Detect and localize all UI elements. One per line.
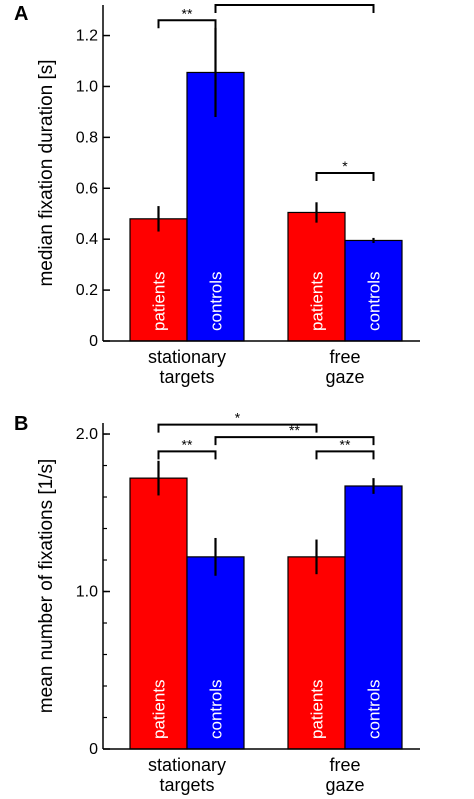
y-tick-label: 1.0 <box>76 584 98 601</box>
bar-label-controls: controls <box>207 679 226 739</box>
category-label: stationary <box>148 347 226 367</box>
significance-bracket <box>214 4 375 13</box>
significance-label: ** <box>289 0 300 6</box>
y-tick-label: 0 <box>89 741 98 758</box>
y-tick-label: 0.6 <box>76 180 98 197</box>
category-label: free <box>329 755 360 775</box>
bar-patients <box>287 556 346 750</box>
y-tick-label: 1.2 <box>76 28 98 45</box>
category-label: targets <box>159 775 214 795</box>
bar-label-controls: controls <box>207 271 226 331</box>
y-tick-label: 0 <box>89 333 98 350</box>
significance-bracket <box>157 423 318 433</box>
category-label: targets <box>159 367 214 387</box>
bar-label-patients: patients <box>308 271 327 331</box>
y-tick-label: 1.0 <box>76 78 98 95</box>
bar-controls <box>186 556 245 750</box>
category-label: gaze <box>325 367 364 387</box>
significance-label: * <box>342 158 348 174</box>
significance-bracket <box>214 436 375 446</box>
y-tick-label: 0.4 <box>76 231 98 248</box>
significance-bracket <box>315 172 375 181</box>
bar-label-patients: patients <box>308 679 327 739</box>
chart-panel-b: B 0 1.0 2.0 mean number of fixations [1/s] pa… <box>14 410 420 795</box>
panel-letter: B <box>14 413 28 435</box>
significance-label: ** <box>289 422 300 438</box>
significance-label: ** <box>182 436 193 452</box>
y-axis-title: mean number of fixations [1/s] <box>36 459 57 714</box>
significance-label: * <box>235 410 241 426</box>
significance-bracket <box>315 450 375 460</box>
significance-bracket <box>157 19 217 29</box>
significance-label: ** <box>340 436 351 452</box>
significance-bracket <box>157 450 217 460</box>
category-label: gaze <box>325 775 364 795</box>
bar-controls <box>344 239 403 342</box>
panel-letter: A <box>14 3 28 25</box>
bar-label-controls: controls <box>365 679 384 739</box>
bar-patients <box>129 477 188 750</box>
significance-label: ** <box>182 5 193 21</box>
chart-panel-a: A 0 0.2 0.4 0.6 0.8 1.0 1.2 median fixation dura… <box>14 0 420 387</box>
y-axis-title: median fixation duration [s] <box>36 59 57 286</box>
y-tick-label: 2.0 <box>76 426 98 443</box>
bar-label-patients: patients <box>150 271 169 331</box>
category-label: stationary <box>148 755 226 775</box>
category-label: free <box>329 347 360 367</box>
bar-label-controls: controls <box>365 271 384 331</box>
bar-patients <box>129 218 188 342</box>
bar-label-patients: patients <box>150 679 169 739</box>
y-tick-label: 0.8 <box>76 129 98 146</box>
y-tick-label: 0.2 <box>76 282 98 299</box>
